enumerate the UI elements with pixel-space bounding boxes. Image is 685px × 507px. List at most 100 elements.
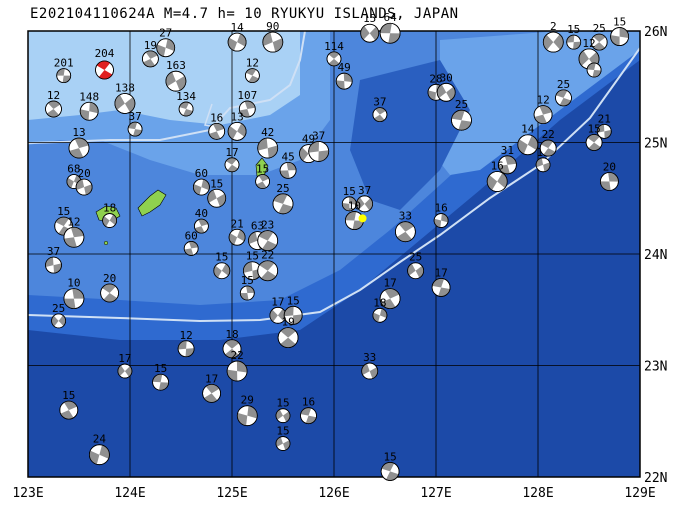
mechanism-depth-label: 12: [582, 37, 595, 50]
focal-mechanism-beachball: [257, 230, 279, 252]
map-title: E202104110624A M=4.7 h= 10 RYUKYU ISLAND…: [30, 6, 459, 22]
focal-mechanism-beachball: [275, 408, 291, 424]
mechanism-depth-label: 22: [230, 349, 243, 362]
mechanism-depth-label: 19: [144, 39, 157, 52]
focal-mechanism-beachball: [610, 27, 629, 46]
focal-mechanism-beachball: [394, 221, 416, 243]
focal-mechanism-beachball: [207, 188, 227, 208]
mechanism-depth-label: 60: [195, 167, 208, 180]
y-tick-label: 25N: [644, 137, 667, 152]
ryukyu-trench: [28, 47, 640, 323]
mechanism-depth-label: 10: [67, 277, 80, 290]
mechanism-depth-label: 15: [567, 23, 580, 36]
mechanism-depth-label: 37: [128, 110, 141, 123]
mechanism-depth-label: 15: [276, 425, 289, 438]
focal-mechanism-beachball: [585, 134, 603, 151]
focal-mechanism-beachball: [68, 137, 90, 159]
x-tick-label: 125E: [216, 486, 247, 501]
mechanism-depth-label: 49: [302, 133, 315, 146]
mechanism-depth-label: 90: [266, 20, 279, 33]
focal-mechanism-beachball: [436, 82, 456, 102]
mechanism-depth-label: 12: [536, 94, 549, 107]
mechanism-depth-label: 134: [176, 90, 196, 103]
focal-mechanism-beachball: [63, 226, 85, 248]
focal-mechanism-beachball: [335, 72, 353, 90]
focal-mechanism-beachball: [127, 121, 143, 137]
mechanism-depth-label: 18: [225, 328, 238, 341]
mechanism-depth-label: 163: [166, 59, 186, 72]
y-tick-label: 22N: [644, 471, 667, 486]
mechanism-depth-label: 37: [358, 184, 371, 197]
focal-mechanism-beachball: [228, 228, 246, 246]
focal-mechanism-beachball: [361, 362, 379, 380]
mechanism-depth-label: 13: [230, 110, 243, 123]
focal-mechanism-beachball: [497, 155, 517, 175]
focal-mechanism-beachball: [224, 157, 240, 173]
mechanism-depth-label: 68: [67, 163, 80, 176]
mechanism-depth-label: 17: [271, 295, 284, 308]
mechanism-depth-label: 15: [383, 450, 396, 463]
mechanism-depth-label: 25: [455, 98, 468, 111]
mechanism-depth-label: 16: [491, 160, 504, 173]
focal-mechanism-beachball: [257, 137, 279, 159]
focal-mechanism-beachball: [279, 161, 297, 179]
mechanism-depth-label: 19: [281, 316, 294, 329]
focal-mechanism-beachball: [192, 178, 210, 196]
focal-mechanism-beachball: [262, 31, 284, 53]
mechanism-depth-label: 17: [205, 372, 218, 385]
focal-mechanism-beachball: [63, 288, 85, 310]
mechanism-depth-label: 17: [225, 146, 238, 159]
mechanism-depth-label: 138: [115, 81, 135, 94]
mechanism-depth-label: 15: [154, 362, 167, 375]
focal-mechanism-beachball: [566, 34, 582, 50]
focal-mechanism-beachball: [59, 400, 79, 420]
highlights: 204: [95, 47, 367, 223]
focal-mechanism-beachball: [165, 70, 187, 92]
focal-mechanism-beachball: [208, 122, 226, 140]
mechanism-depth-label: 63: [251, 220, 264, 233]
focal-mechanism-beachball: [372, 107, 388, 123]
mechanism-depth-label: 15: [276, 397, 289, 410]
mechanism-depth-label: 107: [237, 89, 257, 102]
mechanism-depth-label: 20: [603, 161, 616, 174]
focal-mechanism-beachball: [360, 23, 380, 43]
mechanism-depth-label: 25: [409, 251, 422, 264]
mechanism-depth-label: 18: [373, 296, 386, 309]
focal-mechanism-beachball: [89, 444, 110, 466]
mechanism-depth-label: 15: [241, 274, 254, 287]
focal-mechanism-beachball: [533, 105, 553, 125]
focal-mechanism-beachball: [227, 32, 247, 52]
mechanism-depth-label: 21: [598, 112, 611, 125]
focal-mechanism-beachball: [141, 50, 159, 68]
focal-mechanism-beachball: [535, 157, 551, 173]
mechanism-depth-label: 12: [67, 215, 80, 228]
mechanism-depth-label: 15: [613, 16, 626, 29]
focal-mechanism-beachball: [326, 51, 342, 67]
focal-mechanism-beachball: [178, 101, 194, 117]
focal-mechanism-beachball: [100, 283, 119, 303]
focal-mechanism-beachball: [79, 101, 99, 121]
mechanism-depth-label: 29: [241, 394, 254, 407]
mechanism-depth-label: 15: [587, 123, 600, 136]
focal-mechanism-beachball: [183, 241, 199, 256]
mechanism-depth-label: 40: [195, 207, 208, 220]
mechanism-depth-label: 15: [62, 389, 75, 402]
mechanism-depth-label: 15: [57, 205, 70, 218]
mechanism-depth-label: 15: [287, 294, 300, 307]
mechanism-depth-label: 25: [557, 78, 570, 91]
focal-mechanism-beachball: [590, 33, 608, 51]
mechanism-depth-label: 12: [179, 329, 192, 342]
focal-mechanism-beachball: [227, 121, 247, 141]
y-tick-label: 24N: [644, 248, 667, 263]
target-event-label: 204: [95, 47, 115, 60]
y-tick-label: 26N: [644, 25, 667, 40]
mechanism-depth-label: 17: [383, 277, 396, 290]
focal-mechanism-beachball: [300, 407, 317, 425]
focal-mechanism-beachball: [283, 305, 303, 325]
focal-mechanism-beachball: [431, 278, 451, 297]
mechanism-depth-label: 64: [383, 11, 397, 24]
mechanism-depth-label: 33: [399, 210, 412, 223]
mechanism-depth-label: 13: [72, 126, 85, 139]
